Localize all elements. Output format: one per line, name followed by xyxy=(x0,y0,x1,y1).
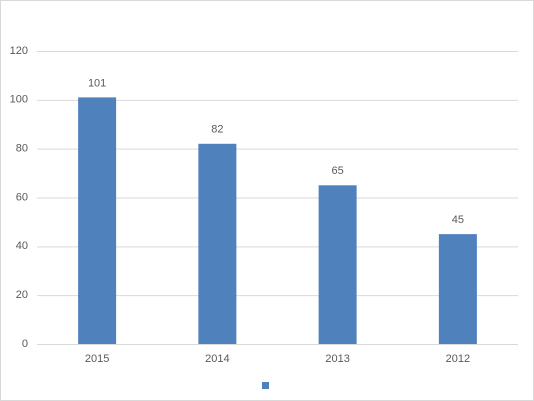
bar xyxy=(318,185,357,344)
y-tick-label: 40 xyxy=(16,240,28,252)
y-tick-label: 80 xyxy=(16,143,28,155)
x-tick-label: 2015 xyxy=(85,353,109,365)
data-label: 65 xyxy=(332,165,344,177)
x-tick-label: 2014 xyxy=(205,353,229,365)
bar xyxy=(438,234,477,344)
data-label: 101 xyxy=(88,77,106,89)
y-tick-label: 120 xyxy=(10,45,28,57)
legend-swatch xyxy=(262,382,269,389)
bar xyxy=(78,97,117,345)
y-tick-label: 0 xyxy=(22,338,28,350)
x-tick-label: 2012 xyxy=(446,353,470,365)
x-tick-label: 2013 xyxy=(325,353,349,365)
y-tick-label: 20 xyxy=(16,289,28,301)
y-tick-label: 100 xyxy=(10,94,28,106)
bar xyxy=(198,143,237,344)
y-tick-label: 60 xyxy=(16,191,28,203)
data-label: 45 xyxy=(452,214,464,226)
data-label: 82 xyxy=(211,124,223,136)
